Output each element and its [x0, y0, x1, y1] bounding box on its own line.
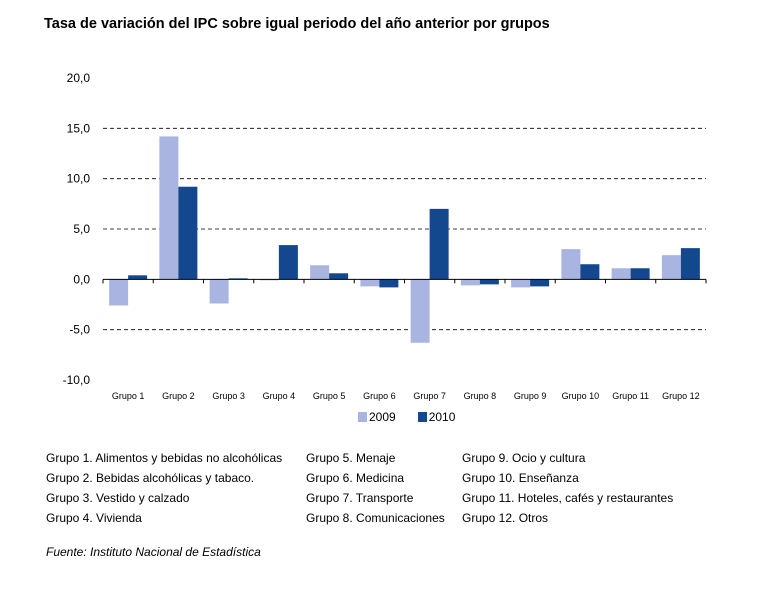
y-tick-label: 0,0: [73, 272, 90, 286]
x-tick-label: Grupo 1: [112, 391, 145, 401]
x-tick-label: Grupo 12: [662, 391, 700, 401]
x-tick-label: Grupo 6: [363, 391, 396, 401]
bar-2010-6: [379, 279, 399, 288]
y-tick-label: 15,0: [67, 121, 91, 135]
bar-2009-6: [360, 279, 380, 287]
x-tick-label: Grupo 7: [413, 391, 446, 401]
bar-2010-3: [228, 278, 248, 280]
x-tick-label: Grupo 10: [562, 391, 600, 401]
x-tick-label: Grupo 5: [313, 391, 346, 401]
bar-2009-7: [410, 279, 430, 343]
y-tick-label: 5,0: [73, 222, 90, 236]
legend-item-2010: 2010: [417, 410, 456, 424]
bar-2010-10: [580, 264, 600, 280]
x-tick-label: Grupo 11: [612, 391, 649, 401]
y-tick-label: 10,0: [67, 172, 91, 186]
group-description: Grupo 10. Enseñanza: [462, 471, 579, 485]
legend-swatch: [358, 412, 367, 422]
bar-2009-2: [159, 136, 179, 280]
bar-2009-10: [561, 249, 581, 280]
bar-2009-5: [310, 265, 330, 280]
bar-2010-7: [429, 208, 449, 280]
group-description: Grupo 11. Hoteles, cafés y restaurantes: [462, 491, 674, 505]
x-tick-label: Grupo 8: [464, 391, 497, 401]
group-description: Grupo 9. Ocio y cultura: [462, 451, 586, 465]
x-tick-label: Grupo 9: [514, 391, 547, 401]
legend-label: 2009: [369, 410, 396, 424]
legend: 2009 2010: [358, 410, 477, 424]
group-description: Grupo 12. Otros: [462, 511, 549, 525]
x-tick-label: Grupo 4: [263, 391, 296, 401]
group-description: Grupo 1. Alimentos y bebidas no alcohóli…: [46, 451, 283, 465]
x-tick-label: Grupo 3: [212, 391, 245, 401]
legend-swatch: [417, 412, 427, 422]
axes: [102, 278, 707, 284]
group-column: Grupo 9. Ocio y cultura Grupo 10. Enseñan…: [462, 448, 673, 528]
bar-2009-11: [611, 268, 631, 280]
bar-2010-1: [128, 275, 148, 280]
legend-item-2009: 2009: [358, 410, 396, 424]
group-description: Grupo 4. Vivienda: [46, 511, 142, 525]
y-tick-label: -10,0: [63, 373, 91, 387]
group-column: Grupo 5. Menaje Grupo 6. Medicina Grupo 7.…: [306, 448, 445, 528]
group-description: Grupo 6. Medicina: [306, 471, 405, 485]
y-axis-ticks: -10,0 -5,0 0,0 5,0 10,0 15,0 20,0: [63, 71, 91, 387]
group-column: Grupo 1. Alimentos y bebidas no alcohóli…: [46, 448, 282, 528]
group-description: Grupo 8. Comunicaciones: [306, 511, 445, 525]
group-description: Grupo 3. Vestido y calzado: [46, 491, 190, 505]
bar-2010-8: [479, 279, 499, 285]
bar-2009-8: [460, 279, 480, 286]
legend-label: 2010: [428, 410, 456, 424]
bar-2009-3: [209, 279, 229, 304]
bars: [109, 136, 700, 343]
gridlines: [103, 127, 706, 331]
bar-2010-2: [178, 186, 198, 280]
source-note: Fuente: Instituto Nacional de Estadístic…: [46, 545, 261, 559]
chart-title: Tasa de variación del IPC sobre igual pe…: [44, 16, 550, 32]
group-description: Grupo 7. Transporte: [306, 491, 414, 505]
y-tick-label: 20,0: [67, 71, 91, 85]
bar-2010-4: [278, 245, 298, 280]
bar-2010-5: [329, 273, 349, 280]
bar-2009-9: [511, 279, 531, 288]
bar-2010-9: [530, 279, 550, 287]
bar-2009-1: [109, 279, 129, 306]
group-description: Grupo 2. Bebidas alcohólicas y tabaco.: [46, 471, 255, 485]
x-axis-ticks: Grupo 1 Grupo 2 Grupo 3 Grupo 4 Grupo 5 Grupo…: [112, 391, 700, 401]
bar-2010-11: [630, 268, 650, 280]
y-tick-label: -5,0: [69, 323, 90, 337]
bar-2010-12: [680, 248, 700, 280]
bar-2009-12: [661, 255, 681, 280]
group-description: Grupo 5. Menaje: [306, 451, 396, 465]
x-tick-label: Grupo 2: [162, 391, 195, 401]
